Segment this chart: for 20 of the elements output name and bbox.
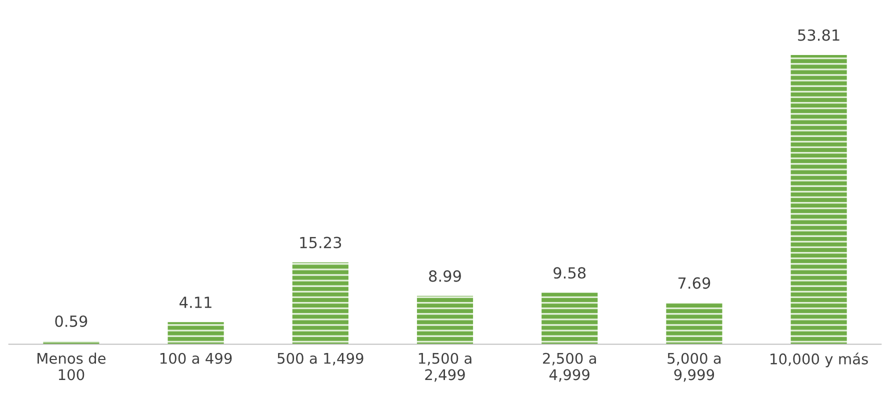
- data-label: 7.69: [678, 277, 710, 289]
- x-tick-label: Menos de 100: [38, 352, 106, 380]
- data-label: 0.59: [55, 315, 88, 328]
- x-tick-label: 1,500 a 2,499: [418, 352, 472, 382]
- x-tick-label: 100 a 499: [160, 352, 232, 364]
- bar: [168, 322, 224, 344]
- data-label: 4.11: [180, 296, 212, 308]
- x-tick-label: 500 a 1,499: [278, 352, 364, 366]
- data-label: 53.81: [798, 29, 840, 41]
- bar: [292, 262, 348, 344]
- data-label: 9.58: [554, 267, 586, 279]
- data-label: 15.23: [300, 236, 342, 248]
- x-tick-label: 5,000 a 9,999: [668, 352, 721, 382]
- bar: [416, 296, 474, 344]
- data-label: 8.99: [429, 270, 461, 282]
- bar: [542, 292, 598, 344]
- x-tick-label: 10,000 y más: [770, 352, 868, 368]
- bar: [666, 302, 722, 344]
- x-tick-label: 2,500 a 4,999: [543, 352, 596, 382]
- bar: [790, 54, 847, 344]
